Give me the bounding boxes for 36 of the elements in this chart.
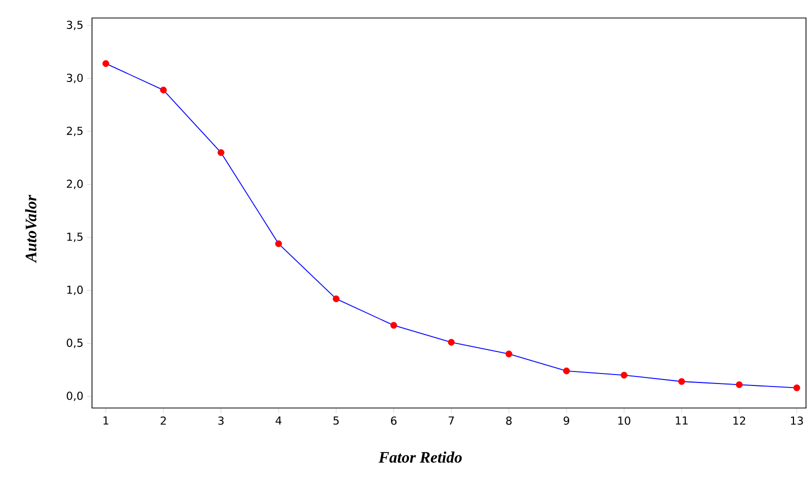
point [218,149,224,156]
x-tick-label: 6 [391,416,397,425]
point [620,372,628,379]
y-tick-label: 3,5 [66,20,83,30]
y-tick-label: 1,0 [67,286,83,296]
y-tick-label: 2,5 [66,126,83,136]
x-tick-label: 7 [448,416,454,425]
point [563,368,570,374]
y-tick-label: 1,5 [67,232,83,242]
y-axis-title: AutoValor [25,194,36,264]
x-tick-label: 12 [733,416,746,425]
x-axis-title: Fator Retido [378,452,462,463]
x-tick-label: 10 [618,416,630,425]
point [160,86,167,94]
point [793,384,800,392]
x-tick-label: 11 [676,416,688,425]
point [448,338,455,346]
y-tick-label: 2,0 [66,180,83,190]
x-tick-label: 13 [791,416,803,425]
point [332,295,340,302]
point [275,240,282,248]
point [506,350,512,358]
x-tick-label: 4 [276,416,282,425]
x-tick-label: 2 [160,416,166,425]
x-tick-label: 1 [104,416,108,425]
point [390,322,398,329]
x-tick-label: 5 [334,416,339,425]
y-tick-label: 0,5 [66,338,83,348]
y-tick-label: 3,0 [66,74,83,84]
point [678,378,686,385]
x-tick-label: 8 [506,416,512,425]
x-tick-label: 9 [564,416,570,425]
point [102,60,110,67]
x-tick-label: 3 [218,416,224,425]
point [736,381,743,388]
y-tick-label: 0,0 [66,392,83,402]
